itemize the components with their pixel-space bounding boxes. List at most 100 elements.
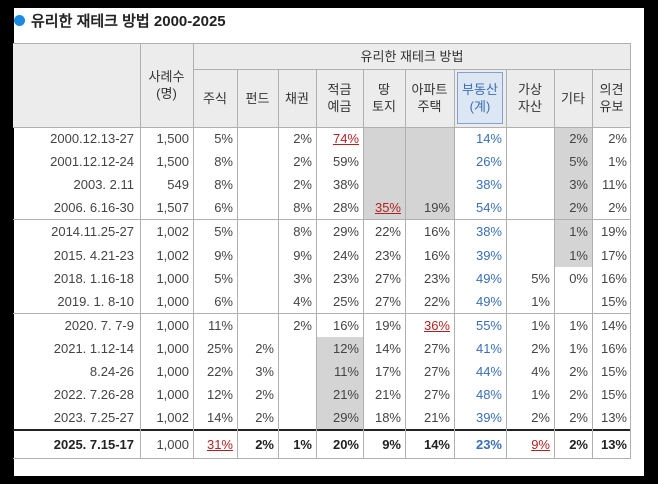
row-value: 22% [423,293,450,309]
row-value: 54% [475,200,502,216]
row-value: 2% [569,387,588,403]
row-value: 2% [569,437,588,453]
row-sample-size: 1,000 [156,340,189,356]
row-value: 19% [423,200,450,216]
row-value: 17% [600,247,627,263]
row-value: 5% [214,131,233,146]
row-value [237,196,274,219]
group-divider-1 [13,219,631,221]
row-value: 2% [293,177,312,193]
row-value: 14% [374,340,401,356]
row-value: 22% [374,224,401,240]
row-value: 2% [293,131,312,146]
row-date: 2021. 1.12-14 [53,340,134,356]
row-value: 2% [293,154,312,170]
row-value [237,173,274,196]
header-col-2: 펀드 [245,90,270,106]
row-value [278,406,312,429]
row-value: 29% [332,224,359,240]
row-sample-size: 1,000 [156,270,189,286]
row-value: 5% [214,224,233,240]
row-value: 2% [569,410,588,426]
row-value: 21% [423,410,450,426]
row-value: 16% [332,317,359,333]
row-value: 23% [475,437,502,453]
column-divider [506,69,507,459]
row-value [237,314,274,337]
row-value: 5% [214,270,233,286]
bullet-dot-icon [14,14,25,26]
row-value: 14% [423,437,450,453]
row-value: 6% [214,293,233,309]
row-value [405,127,450,150]
top-border [13,43,631,44]
right-border [630,43,631,459]
row-value: 49% [475,293,502,309]
row-value: 27% [374,270,401,286]
row-value: 22% [206,364,233,379]
row-value: 1% [608,154,627,170]
row-sample-size: 1,002 [156,247,189,263]
row-value: 49% [475,270,502,286]
row-value: 0% [569,270,588,286]
row-value: 5% [531,270,550,286]
header-col-7: 부동산 (계) [462,82,498,114]
row-value: 1% [569,224,588,240]
row-value: 2% [255,410,274,426]
row-value: 3% [255,364,274,379]
row-value: 27% [374,293,401,309]
row-value [506,220,550,243]
header-col-3: 채권 [285,90,309,106]
row-date: 2018. 1.16-18 [53,270,134,286]
row-date: 2023. 7.25-27 [53,410,134,426]
row-value [278,383,312,406]
row-value: 4% [293,293,312,309]
row-value: 2% [569,364,588,379]
row-value: 31% [206,437,233,453]
row-value: 9% [382,437,401,453]
row-sample-size: 1,507 [156,200,189,216]
row-value: 55% [475,317,502,333]
row-value: 2% [608,131,627,146]
row-value: 19% [600,224,627,240]
row-sample-size: 1,000 [156,293,189,309]
row-date: 2015. 4.21-23 [53,247,134,263]
row-sample-size: 1,002 [156,410,189,426]
title-row: 유리한 재테크 방법 2000-2025 [14,8,226,32]
row-value: 24% [332,247,359,263]
row-value: 25% [206,340,233,356]
row-value [554,290,588,313]
row-date: 2001.12.12-24 [50,154,134,170]
row-value: 2% [255,437,274,453]
row-value: 8% [293,200,312,216]
column-divider [140,43,141,459]
column-divider [278,69,279,459]
row-value: 3% [293,270,312,286]
column-divider [454,69,455,459]
row-value [363,150,401,173]
row-value: 5% [569,154,588,170]
row-value: 23% [423,270,450,286]
row-value: 74% [332,131,359,146]
row-value: 26% [475,154,502,170]
row-value [237,127,274,150]
row-value: 12% [206,387,233,403]
row-value: 27% [423,387,450,403]
row-value [405,173,450,196]
row-value: 1% [569,247,588,263]
row-value: 16% [423,224,450,240]
row-value: 15% [600,364,627,379]
row-value: 23% [374,247,401,263]
row-value: 27% [423,364,450,379]
row-date: 2000.12.13-27 [50,131,134,146]
header-group-label: 유리한 재테크 방법 [360,48,464,64]
row-date: 2019. 1. 8-10 [57,293,134,309]
gray-block-virtual-asset [554,127,592,267]
row-value: 1% [531,387,550,403]
row-value [237,150,274,173]
row-value [237,290,274,313]
row-value: 16% [600,340,627,356]
row-sample-size: 1,000 [156,364,189,379]
row-value: 38% [332,177,359,193]
row-value [363,127,401,150]
